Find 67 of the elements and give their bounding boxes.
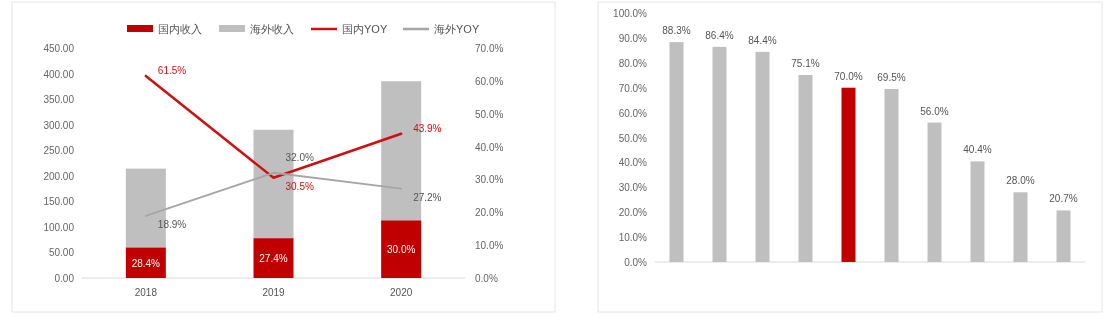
bar — [798, 75, 813, 262]
y-tick-label: 150.00 — [43, 196, 75, 208]
y-tick-label: 80.0% — [618, 57, 648, 69]
y-tick-label: 200.00 — [43, 170, 75, 182]
y2-tick-label: 40.0% — [475, 141, 504, 153]
y-tick-label: 10.0% — [618, 232, 648, 244]
bar — [1056, 210, 1071, 262]
data-label: 30.5% — [285, 180, 314, 192]
y-tick-label: 0.00 — [54, 273, 75, 284]
bar — [841, 87, 856, 262]
annotation: 30.0% — [386, 244, 416, 256]
data-label: 27.2% — [413, 191, 442, 203]
data-label: 69.5% — [877, 71, 906, 83]
y-tick-label: 350.00 — [43, 94, 75, 106]
data-label: 28.0% — [1006, 175, 1035, 187]
y-tick-label: 250.00 — [43, 145, 75, 157]
y-tick-label: 40.0% — [618, 157, 648, 169]
legend-label: 海外收入 — [250, 23, 294, 35]
legend-label: 国内收入 — [158, 23, 202, 35]
y-tick-label: 450.00 — [43, 43, 75, 54]
data-label: 88.3% — [662, 25, 691, 37]
y-tick-label: 300.00 — [43, 119, 75, 131]
bar — [970, 161, 985, 262]
y-tick-label: 100.00 — [43, 221, 75, 233]
y-tick-label: 400.00 — [43, 68, 75, 80]
y-tick-label: 90.0% — [618, 32, 648, 44]
data-label: 20.7% — [1049, 193, 1078, 205]
bar — [884, 88, 899, 262]
y-tick-label: 30.0% — [618, 182, 648, 194]
y2-tick-label: 50.0% — [475, 108, 504, 120]
bar — [253, 238, 294, 278]
data-label: 84.4% — [748, 34, 777, 46]
x-tick-label: 2019 — [262, 287, 286, 298]
y-tick-label: 60.0% — [618, 107, 648, 119]
legend-label: 海外YOY — [434, 23, 480, 35]
y2-tick-label: 20.0% — [475, 207, 504, 219]
bar — [669, 42, 684, 262]
x-tick-label: 2020 — [390, 287, 413, 298]
y-tick-label: 50.00 — [48, 247, 75, 259]
x-tick-label: 2018 — [134, 287, 158, 298]
y2-tick-label: 70.0% — [475, 43, 504, 54]
y-tick-label: 20.0% — [618, 207, 648, 219]
y2-tick-label: 30.0% — [475, 174, 504, 186]
y-tick-label: 50.0% — [618, 132, 648, 144]
data-label: 43.9% — [413, 122, 442, 134]
y-tick-label: 0.0% — [624, 257, 648, 268]
annotation: 27.4% — [259, 253, 288, 265]
data-label: 75.1% — [791, 58, 820, 69]
data-label: 86.4% — [705, 29, 734, 41]
y2-tick-label: 10.0% — [475, 240, 504, 252]
data-label: 32.0% — [285, 151, 314, 163]
y2-tick-label: 60.0% — [475, 75, 504, 87]
y-tick-label: 100.0% — [613, 8, 648, 19]
data-label: 56.0% — [920, 105, 949, 117]
bar — [381, 220, 422, 278]
data-label: 18.9% — [157, 218, 187, 230]
y2-tick-label: 0.0% — [475, 273, 498, 284]
bar — [755, 51, 770, 262]
y-tick-label: 70.0% — [618, 82, 648, 94]
data-label: 40.4% — [963, 144, 992, 156]
bar — [1013, 192, 1028, 262]
data-label: 61.5% — [157, 64, 187, 76]
bar — [712, 46, 727, 262]
data-label: 70.0% — [834, 70, 863, 82]
annotation: 28.4% — [131, 257, 161, 269]
bar — [927, 122, 942, 262]
legend-label: 国内YOY — [342, 23, 388, 35]
